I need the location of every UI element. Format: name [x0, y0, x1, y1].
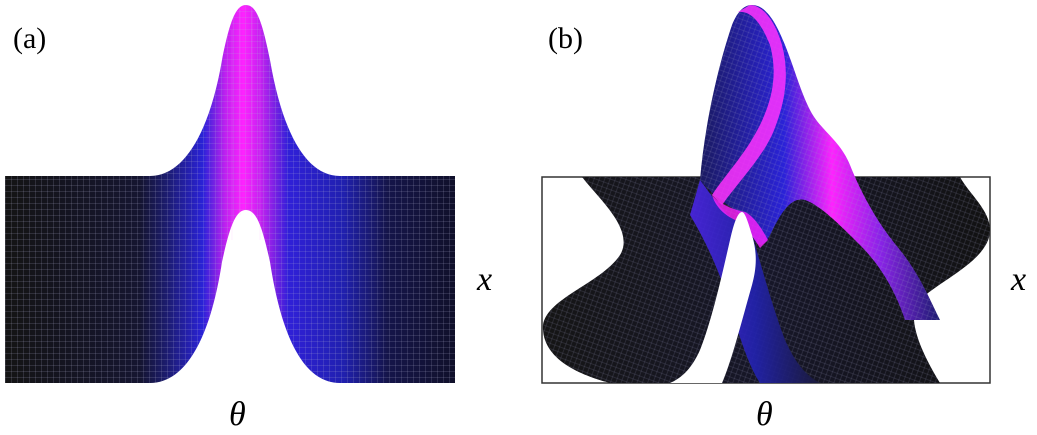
- panel-b-crest-highlight: [712, 5, 786, 205]
- panel-b: (b) θ x: [541, 5, 1026, 433]
- panel-a-mesh-lines: [231, 10, 261, 240]
- panel-b-y-axis-label: x: [1010, 261, 1026, 298]
- panel-a-mesh: [5, 5, 455, 383]
- panel-b-label: (b): [548, 22, 583, 55]
- panel-a-y-axis-label: x: [476, 261, 492, 298]
- panel-a-label: (a): [13, 22, 46, 55]
- panel-b-notch: [670, 212, 756, 383]
- panel-b-x-axis-label: θ: [756, 396, 773, 433]
- panel-b-surface-lower-left: [690, 180, 820, 383]
- panel-a: (a) θ x: [5, 5, 492, 433]
- panel-a-x-axis-label: θ: [229, 396, 246, 433]
